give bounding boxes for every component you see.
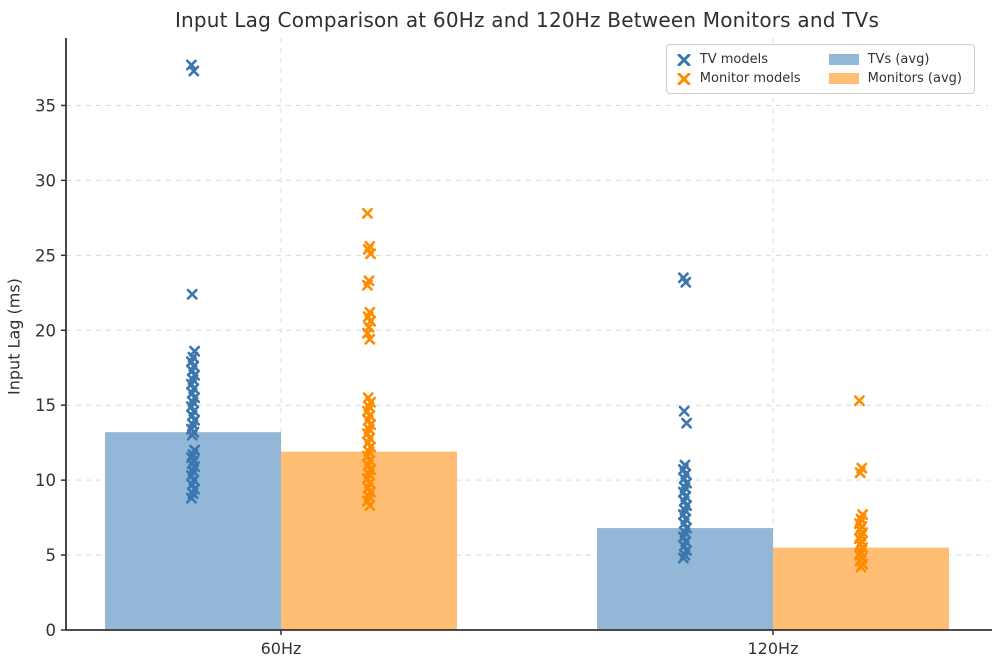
x-marker-icon	[677, 72, 691, 85]
scatter-point	[681, 417, 693, 429]
y-tick-label: 20	[35, 321, 56, 340]
scatter-point	[364, 500, 376, 512]
y-tick-label: 25	[35, 246, 56, 265]
scatter-point	[855, 561, 867, 573]
x-tick-label: 60Hz	[261, 639, 302, 658]
legend-label: TVs (avg)	[867, 52, 930, 67]
x-marker-icon	[677, 53, 691, 66]
scatter-point	[361, 327, 373, 339]
scatter-point	[188, 65, 200, 77]
scatter-point	[186, 288, 198, 300]
color-patch-icon	[828, 54, 859, 65]
legend-label: Monitor models	[699, 71, 801, 86]
scatter-point	[678, 405, 690, 417]
color-patch-icon	[828, 73, 859, 84]
legend-item-tvs-avg: TVs (avg)	[828, 52, 962, 67]
y-tick-label: 15	[35, 396, 56, 415]
legend: TV models Monitor models TVs (avg) Monit…	[665, 44, 975, 94]
scatter-point	[680, 276, 692, 288]
scatter-point	[186, 429, 198, 441]
legend-item-monitor-models: Monitor models	[677, 71, 801, 86]
scatter-point	[185, 59, 197, 71]
legend-label: TV models	[699, 52, 769, 67]
chart-title: Input Lag Comparison at 60Hz and 120Hz B…	[174, 8, 880, 32]
y-tick-label: 30	[35, 171, 56, 190]
scatter-point	[361, 279, 373, 291]
scatter-point	[361, 207, 373, 219]
y-tick-label: 10	[35, 471, 56, 490]
legend-item-monitors-avg: Monitors (avg)	[828, 71, 962, 86]
legend-item-tv-models: TV models	[677, 52, 801, 67]
x-tick-label: 120Hz	[748, 639, 799, 658]
scatter-point	[364, 333, 376, 345]
y-tick-label: 35	[35, 96, 56, 115]
scatter-point	[185, 492, 197, 504]
scatter-point	[677, 552, 689, 564]
scatter-point	[365, 248, 377, 260]
y-tick-label: 5	[46, 546, 57, 565]
legend-label: Monitors (avg)	[867, 71, 962, 86]
scatter-point	[853, 395, 865, 407]
scatter-point	[854, 467, 866, 479]
y-tick-label: 0	[46, 621, 57, 640]
